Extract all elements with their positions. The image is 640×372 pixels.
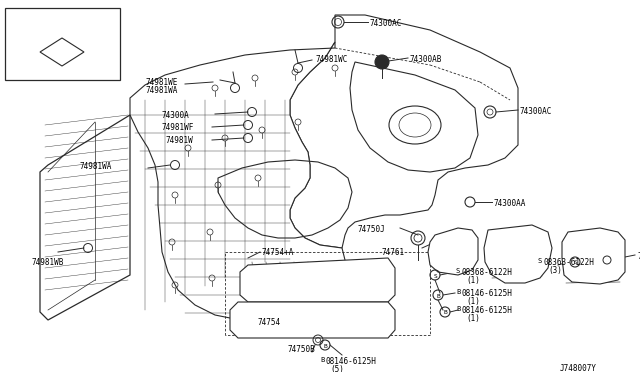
Polygon shape xyxy=(40,115,130,320)
Text: B: B xyxy=(320,357,324,363)
Polygon shape xyxy=(290,15,518,248)
Polygon shape xyxy=(428,228,478,275)
Text: 74981WB: 74981WB xyxy=(32,258,65,267)
Text: 08146-6125H: 08146-6125H xyxy=(462,306,513,315)
Polygon shape xyxy=(562,228,625,284)
Text: 74300AC: 74300AC xyxy=(370,19,403,28)
Polygon shape xyxy=(240,258,395,302)
Text: (1): (1) xyxy=(466,297,480,306)
Text: 74981WC: 74981WC xyxy=(315,55,348,64)
Text: 74300AB: 74300AB xyxy=(410,55,442,64)
Text: 74981WF: 74981WF xyxy=(162,123,195,132)
Text: 74300A: 74300A xyxy=(162,111,189,120)
Text: B: B xyxy=(443,311,447,315)
Text: 74300AA: 74300AA xyxy=(494,199,526,208)
Text: B: B xyxy=(323,343,327,349)
Polygon shape xyxy=(230,302,395,338)
Text: (5): (5) xyxy=(330,365,344,372)
Text: S: S xyxy=(433,273,437,279)
Text: 74754+A: 74754+A xyxy=(262,248,294,257)
Text: INSULATOR FUSIBLE: INSULATOR FUSIBLE xyxy=(10,13,88,22)
Text: (3): (3) xyxy=(548,266,562,275)
Circle shape xyxy=(375,55,389,69)
Text: B: B xyxy=(456,306,460,312)
Text: 08146-6125H: 08146-6125H xyxy=(326,357,377,366)
Text: 74981W: 74981W xyxy=(165,136,193,145)
Text: S: S xyxy=(456,268,460,274)
Text: (1): (1) xyxy=(466,276,480,285)
Text: S: S xyxy=(537,258,541,264)
Text: J748007Y: J748007Y xyxy=(560,364,597,372)
Text: 74750J: 74750J xyxy=(358,225,386,234)
Circle shape xyxy=(379,59,385,65)
Text: 08146-6125H: 08146-6125H xyxy=(462,289,513,298)
Text: 74750B: 74750B xyxy=(288,345,316,354)
Text: S: S xyxy=(573,260,577,266)
Polygon shape xyxy=(484,225,552,283)
Text: 74754: 74754 xyxy=(258,318,281,327)
Text: 74300AC: 74300AC xyxy=(520,107,552,116)
Text: B: B xyxy=(456,289,460,295)
Bar xyxy=(5,8,120,80)
Text: 08363-6122H: 08363-6122H xyxy=(543,258,594,267)
Text: (1): (1) xyxy=(466,314,480,323)
Text: 08368-6122H: 08368-6122H xyxy=(462,268,513,277)
Text: 74981WA: 74981WA xyxy=(80,162,113,171)
Text: 74981WA: 74981WA xyxy=(145,86,177,95)
Polygon shape xyxy=(350,62,478,172)
Polygon shape xyxy=(130,42,345,322)
Text: 74981WE: 74981WE xyxy=(145,78,177,87)
Text: B: B xyxy=(436,294,440,298)
Text: 74761: 74761 xyxy=(382,248,405,257)
Text: 74882R: 74882R xyxy=(50,72,77,81)
Text: 74781: 74781 xyxy=(637,252,640,261)
